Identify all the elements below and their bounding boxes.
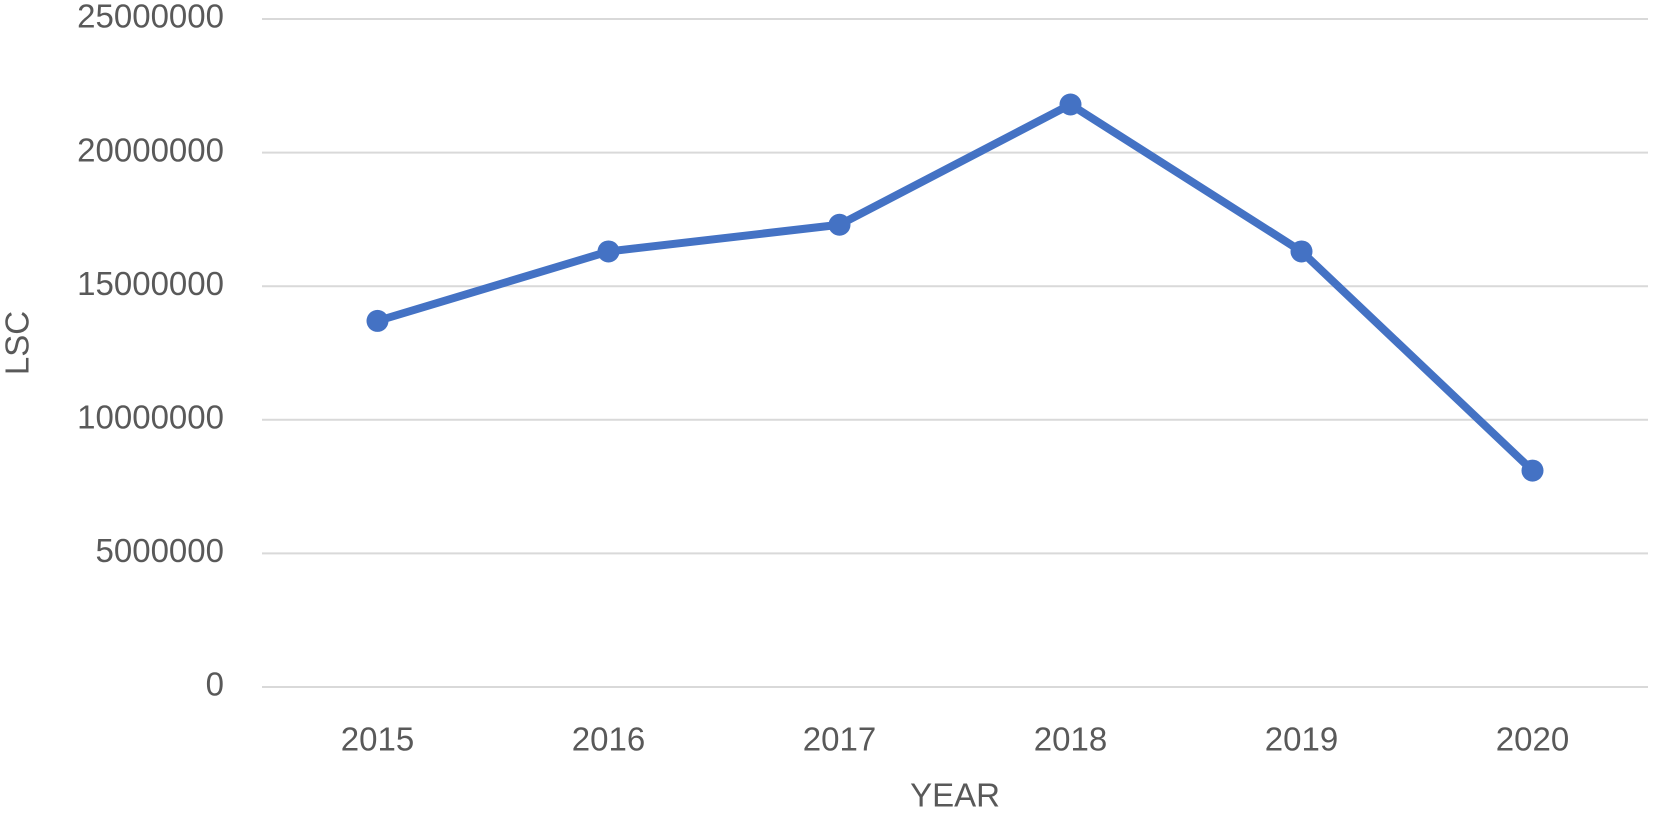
- y-axis-label: LSC: [0, 311, 36, 375]
- y-tick-label: 0: [206, 666, 224, 703]
- y-tick-label: 20000000: [77, 131, 224, 168]
- y-tick-label: 10000000: [77, 399, 224, 436]
- data-point: [1290, 240, 1313, 263]
- x-tick-label: 2018: [1034, 721, 1107, 758]
- y-tick-label: 25000000: [77, 0, 224, 35]
- y-tick-label: 5000000: [96, 532, 224, 569]
- x-axis-label: YEAR: [910, 777, 1000, 814]
- x-tick-label: 2016: [572, 721, 645, 758]
- data-point: [366, 309, 389, 332]
- data-point: [1521, 459, 1544, 482]
- data-point: [1059, 93, 1082, 116]
- x-tick-label: 2019: [1265, 721, 1338, 758]
- x-tick-label: 2015: [341, 721, 414, 758]
- series-line: [376, 100, 1536, 474]
- data-point: [828, 213, 851, 236]
- data-point: [597, 240, 620, 263]
- y-tick-label: 15000000: [77, 265, 224, 302]
- x-tick-label: 2017: [803, 721, 876, 758]
- x-tick-label: 2020: [1496, 721, 1569, 758]
